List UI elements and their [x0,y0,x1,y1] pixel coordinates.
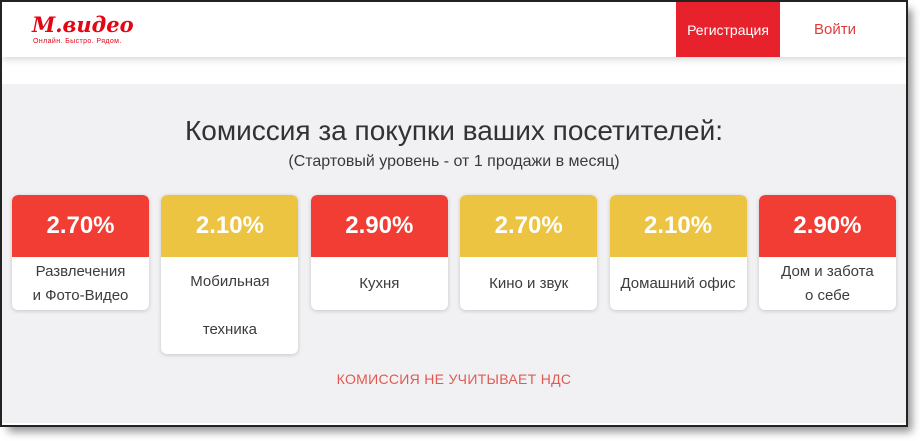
commission-card-label: Дом и забота о себе [759,257,896,310]
commission-card-home-office: 2.10% Домашний офис [609,195,747,310]
commission-card-kitchen: 2.90% Кухня [310,195,448,310]
brand-tagline: Онлайн. Быстро. Рядом. [33,38,122,45]
register-button[interactable]: Регистрация [676,2,780,57]
site-header: М.видео Онлайн. Быстро. Рядом. Регистрац… [2,2,906,57]
header-spacer [134,2,676,57]
label-line: о себе [804,287,850,304]
commission-rate-badge: 2.10% [161,195,299,257]
commission-card-label: Кино и звук [460,257,597,310]
login-button[interactable]: Войти [780,2,890,57]
page-title: Комиссия за покупки ваших посетителей: [184,115,723,146]
commission-rate-badge: 2.70% [12,195,149,257]
brand-logo-text: М.видео [32,12,134,37]
commission-card-label: Домашний офис [610,257,747,310]
commission-card-cinema-sound: 2.70% Кино и звук [460,195,598,310]
commission-card-mobile: 2.10% Мобильная техника [161,195,299,354]
page-subtitle: (Стартовый уровень - от 1 продажи в меся… [288,153,620,170]
commission-rate-badge: 2.90% [310,195,448,257]
commission-card-home-care: 2.90% Дом и забота о себе [758,195,896,310]
label-line: Развлечения [35,263,126,280]
label-line: Дом и забота [781,263,874,280]
label-line: Кухня [359,275,400,292]
commission-rate-badge: 2.10% [609,195,747,257]
label-line: Мобильная [190,273,270,290]
main-section: Комиссия за покупки ваших посетителей: (… [2,84,906,423]
page-window: М.видео Онлайн. Быстро. Рядом. Регистрац… [2,2,906,425]
commission-rate: 2.10% [644,212,713,239]
commission-rate: 2.10% [195,212,264,239]
commission-cards-row: 2.70% Развлечения и Фото-Видео 2.10% Моб… [2,195,906,354]
commission-card-label: Развлечения и Фото-Видео [12,257,149,310]
label-line: Домашний офис [620,275,736,292]
subheader-strip [2,57,906,84]
commission-rate-badge: 2.70% [460,195,598,257]
commission-rate: 2.70% [46,212,115,239]
vat-footnote: КОМИССИЯ НЕ УЧИТЫВАЕТ НДС [336,371,572,387]
commission-card-entertainment: 2.70% Развлечения и Фото-Видео [12,195,149,310]
label-line: техника [202,321,257,338]
label-line: и Фото-Видео [32,287,129,304]
commission-rate: 2.70% [494,212,563,239]
commission-card-label: Кухня [311,257,448,310]
commission-card-label: Мобильная техника [161,257,298,354]
commission-rate: 2.90% [793,212,862,239]
commission-rate-badge: 2.90% [758,195,896,257]
label-line: Кино и звук [489,275,569,292]
commission-rate: 2.90% [345,212,414,239]
brand-logo[interactable]: М.видео Онлайн. Быстро. Рядом. [2,2,134,57]
